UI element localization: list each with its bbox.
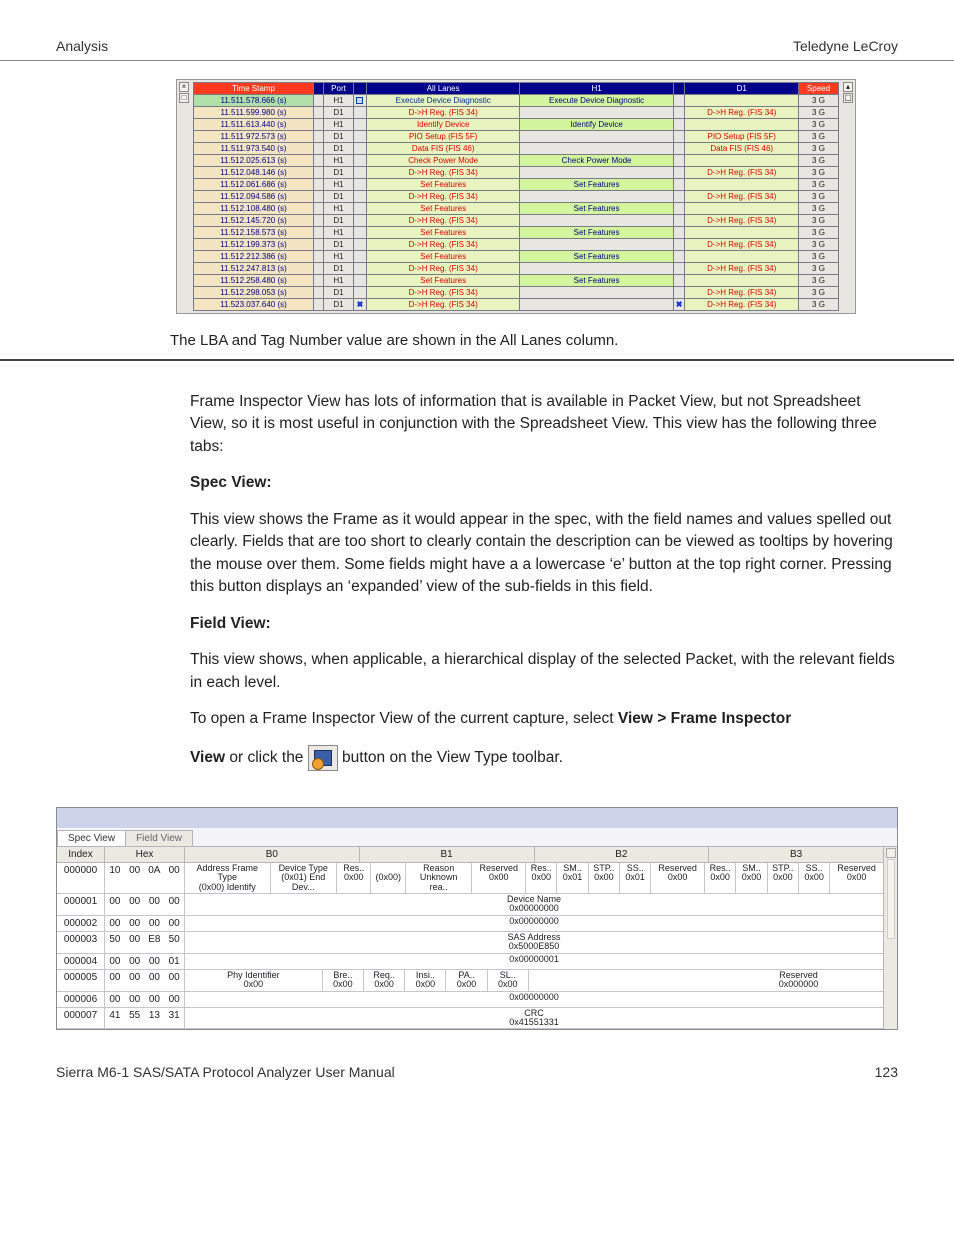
title-bar <box>57 808 897 828</box>
box-icon[interactable]: ▢ <box>843 93 853 103</box>
or-click-text: or click the <box>225 749 308 766</box>
close-icon[interactable]: × <box>179 82 189 92</box>
spec-row[interactable]: 0000035000E850SAS Address0x5000E850 <box>57 932 883 954</box>
spec-row[interactable]: 00000010000A00Address Frame Type(0x00) I… <box>57 863 883 894</box>
table-row[interactable]: 11.512.298.053 (s)D1D->H Reg. (FIS 34)D-… <box>194 287 839 299</box>
footer-pagenum: 123 <box>875 1064 898 1080</box>
table-row[interactable]: 11.511.972.573 (s)D1PIO Setup (FIS 5F)PI… <box>194 131 839 143</box>
scroll-track[interactable] <box>887 859 895 939</box>
spec-row[interactable]: 000006000000000x00000000 <box>57 992 883 1008</box>
footer-title: Sierra M6-1 SAS/SATA Protocol Analyzer U… <box>56 1064 395 1080</box>
table-row[interactable]: 11.512.247.813 (s)D1D->H Reg. (FIS 34)D-… <box>194 263 839 275</box>
table-row[interactable]: 11.512.158.573 (s)H1Set FeaturesSet Feat… <box>194 227 839 239</box>
table-row[interactable]: 11.512.094.586 (s)D1D->H Reg. (FIS 34)D-… <box>194 191 839 203</box>
field-view-heading: Field View: <box>190 613 898 635</box>
gutter-right[interactable]: ▴ ▢ <box>841 80 855 313</box>
table-row[interactable]: 11.512.025.613 (s)H1Check Power ModeChec… <box>194 155 839 167</box>
col-hex: Hex <box>105 847 185 862</box>
frame-inspector-icon[interactable] <box>308 745 338 771</box>
spec-row[interactable]: 00000500000000Phy Identifier0x00Bre..0x0… <box>57 970 883 992</box>
table-row[interactable]: 11.512.108.480 (s)H1Set FeaturesSet Feat… <box>194 203 839 215</box>
gutter-left[interactable]: × □ <box>177 80 191 313</box>
box-icon[interactable]: □ <box>179 93 189 103</box>
table-row[interactable]: 11.511.613.440 (s)H1Identify DeviceIdent… <box>194 119 839 131</box>
view-word: View <box>190 749 225 766</box>
col-b3: B3 <box>709 847 883 862</box>
scroll-up-icon[interactable] <box>886 848 896 858</box>
page-header: Analysis Teledyne LeCroy <box>0 0 954 61</box>
menu-path: View > Frame Inspector <box>618 710 791 727</box>
open-text-a: To open a Frame Inspector View of the cu… <box>190 710 618 727</box>
analyzer-table: Time StampPortAll LanesH1D1Speed 11.511.… <box>193 82 839 311</box>
table-row[interactable]: 11.512.199.373 (s)D1D->H Reg. (FIS 34)D-… <box>194 239 839 251</box>
spec-tabs: Spec View Field View <box>57 828 897 847</box>
analyzer-screenshot: × □ Time StampPortAll LanesH1D1Speed 11.… <box>0 61 954 318</box>
body-text: Frame Inspector View has lots of informa… <box>0 361 954 797</box>
spec-view-heading: Spec View: <box>190 472 898 494</box>
header-left: Analysis <box>56 38 108 54</box>
table-row[interactable]: 11.512.048.146 (s)D1D->H Reg. (FIS 34)D-… <box>194 167 839 179</box>
tab-field-view[interactable]: Field View <box>125 830 193 846</box>
table-row[interactable]: 11.511.599.980 (s)D1D->H Reg. (FIS 34)D-… <box>194 107 839 119</box>
table-row[interactable]: 11.511.973.540 (s)D1Data FIS (FIS 46)Dat… <box>194 143 839 155</box>
spec-row[interactable]: 00000100000000Device Name0x00000000 <box>57 894 883 916</box>
col-b1: B1 <box>360 847 535 862</box>
toolbar-text: button on the View Type toolbar. <box>338 749 563 766</box>
header-right: Teledyne LeCroy <box>793 38 898 54</box>
figure-caption: The LBA and Tag Number value are shown i… <box>0 318 954 361</box>
spec-row[interactable]: 000002000000000x00000000 <box>57 916 883 932</box>
spec-row[interactable]: 00000741551331CRC0x41551331 <box>57 1008 883 1030</box>
col-b0: B0 <box>185 847 360 862</box>
p-fieldview: This view shows, when applicable, a hier… <box>190 649 898 694</box>
p-or-click: View or click the button on the View Typ… <box>190 745 898 771</box>
spec-screenshot: Spec View Field View Index Hex B0 B1 B2 … <box>0 797 954 1031</box>
p-intro: Frame Inspector View has lots of informa… <box>190 391 898 458</box>
p-specview: This view shows the Frame as it would ap… <box>190 509 898 599</box>
p-open: To open a Frame Inspector View of the cu… <box>190 708 898 730</box>
page-footer: Sierra M6-1 SAS/SATA Protocol Analyzer U… <box>0 1030 954 1090</box>
scrollbar[interactable] <box>883 847 897 1030</box>
spec-rows: 00000010000A00Address Frame Type(0x00) I… <box>57 863 883 1030</box>
table-row[interactable]: 11.512.145.720 (s)D1D->H Reg. (FIS 34)D-… <box>194 215 839 227</box>
tab-spec-view[interactable]: Spec View <box>57 830 126 846</box>
col-index: Index <box>57 847 105 862</box>
table-row[interactable]: 11.523.037.640 (s)D1✖ D->H Reg. (FIS 34)… <box>194 299 839 311</box>
table-row[interactable]: 11.511.578.666 (s)H1Execute Device Diagn… <box>194 95 839 107</box>
up-icon[interactable]: ▴ <box>843 82 853 92</box>
table-row[interactable]: 11.512.212.386 (s)H1Set FeaturesSet Feat… <box>194 251 839 263</box>
spec-col-headers: Index Hex B0 B1 B2 B3 <box>57 847 883 863</box>
table-row[interactable]: 11.512.061.686 (s)H1Set FeaturesSet Feat… <box>194 179 839 191</box>
spec-row[interactable]: 000004000000010x00000001 <box>57 954 883 970</box>
col-b2: B2 <box>535 847 710 862</box>
table-row[interactable]: 11.512.258.480 (s)H1Set FeaturesSet Feat… <box>194 275 839 287</box>
